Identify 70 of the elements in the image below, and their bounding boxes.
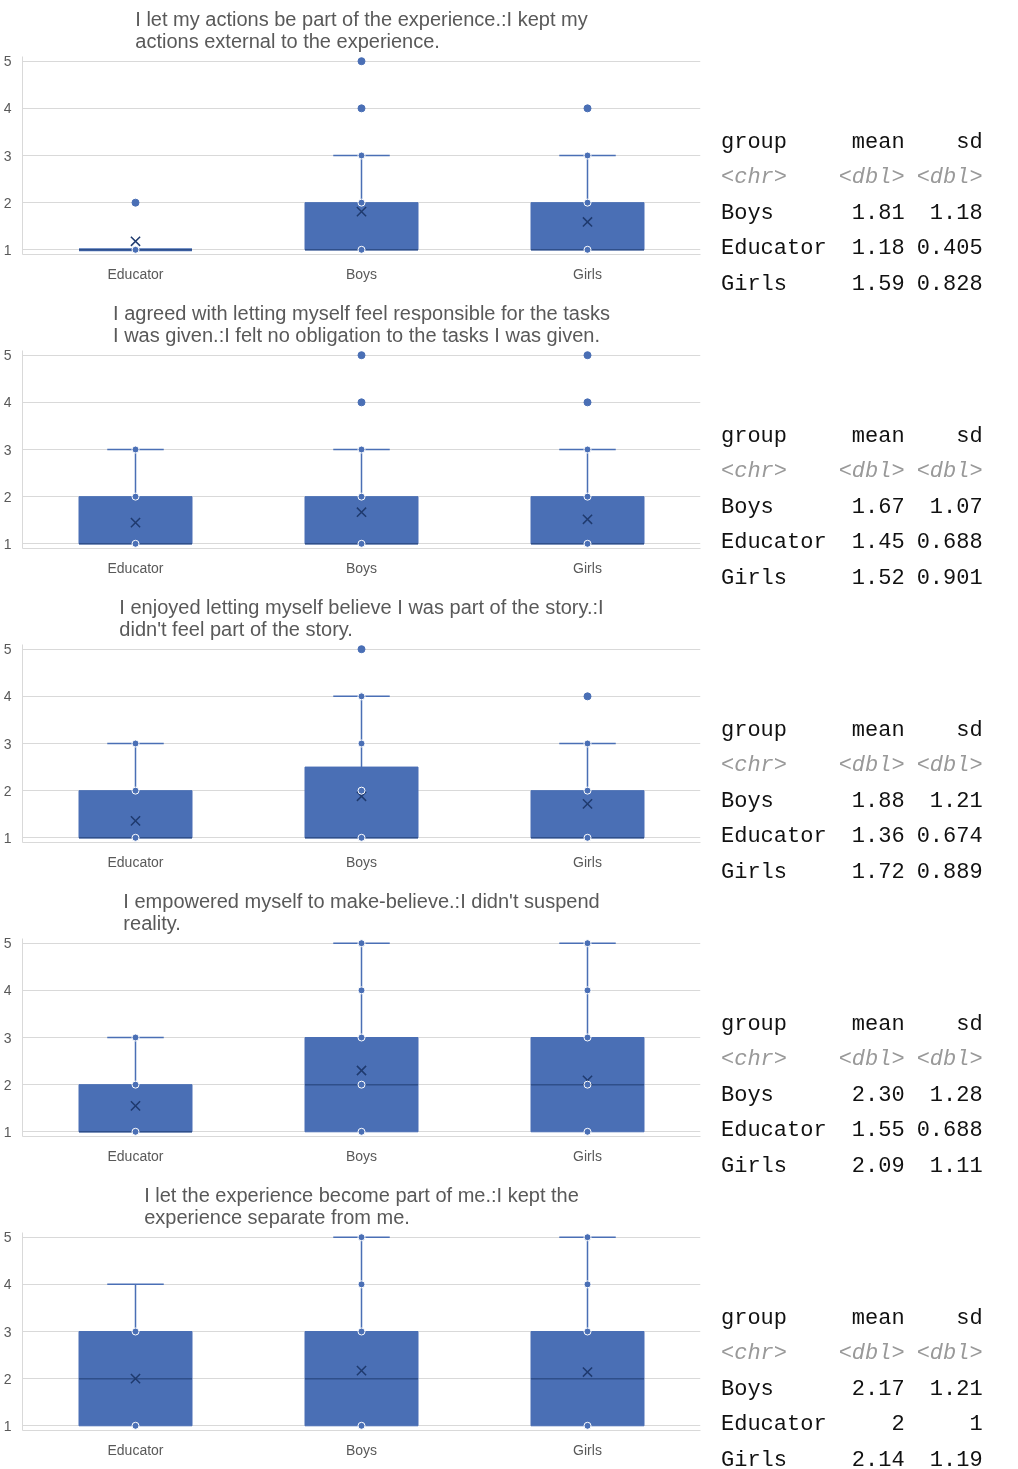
y-tick-label: 5 bbox=[3, 935, 12, 952]
y-tick-label: 3 bbox=[3, 147, 12, 164]
y-tick-label: 2 bbox=[3, 1076, 12, 1093]
text: <chr> <dbl> <dbl> bbox=[721, 753, 983, 779]
text: Girls 2.09 1.11 bbox=[721, 1153, 983, 1179]
text: group mean sd bbox=[721, 1306, 983, 1331]
text: Boys 2.30 1.28 bbox=[721, 1082, 983, 1108]
x-tick-label: Educator bbox=[107, 853, 164, 870]
y-tick-label: 4 bbox=[3, 100, 12, 117]
text: Girls 2.14 1.19 bbox=[721, 1447, 983, 1469]
x-tick-label: Girls bbox=[573, 853, 602, 870]
x-tick-label: Boys bbox=[345, 559, 378, 576]
y-tick-label: 2 bbox=[3, 1370, 12, 1387]
text: group mean sd bbox=[721, 130, 983, 155]
y-tick-label: 5 bbox=[3, 53, 12, 70]
y-tick-label: 1 bbox=[3, 535, 12, 552]
text: Boys 1.88 1.21 bbox=[721, 788, 983, 814]
text: Educator 1.45 0.688 bbox=[720, 529, 984, 558]
text: Educator 1.36 0.674 bbox=[720, 823, 984, 852]
x-tick-label: Girls bbox=[573, 1441, 602, 1458]
text: Girls 1.72 0.889 bbox=[721, 859, 983, 885]
text: <chr> <dbl> <dbl> bbox=[721, 165, 983, 191]
y-tick-label: 4 bbox=[3, 1276, 12, 1293]
y-tick-label: 3 bbox=[3, 735, 12, 752]
text: group mean sd bbox=[721, 424, 983, 449]
y-tick-label: 2 bbox=[3, 194, 12, 211]
y-tick-label: 4 bbox=[3, 982, 12, 999]
y-tick-label: 3 bbox=[3, 1323, 12, 1340]
x-tick-label: Educator bbox=[107, 265, 164, 282]
text: Educator 1.55 0.688 bbox=[720, 1117, 984, 1146]
text: Girls 1.59 0.828 bbox=[721, 271, 983, 297]
y-tick-label: 1 bbox=[3, 829, 12, 846]
text: Educator 1.18 0.405 bbox=[720, 235, 984, 264]
y-tick-label: 3 bbox=[3, 441, 12, 458]
y-tick-label: 1 bbox=[3, 1123, 12, 1140]
x-tick-label: Girls bbox=[573, 1147, 602, 1164]
text: <chr> <dbl> <dbl> bbox=[721, 1047, 983, 1073]
text: Girls 1.52 0.901 bbox=[721, 565, 983, 591]
y-tick-label: 5 bbox=[3, 347, 12, 364]
y-tick-label: 1 bbox=[3, 241, 12, 258]
y-tick-label: 3 bbox=[3, 1029, 12, 1046]
y-tick-label: 2 bbox=[3, 488, 12, 505]
text: Educator 2 1 bbox=[721, 1412, 983, 1438]
x-tick-label: Girls bbox=[573, 265, 602, 282]
y-tick-label: 2 bbox=[3, 782, 12, 799]
chart-title: I enjoyed letting myself believe I was part of the story.:I didn't feel part of the story. bbox=[119, 595, 604, 640]
x-tick-label: Educator bbox=[107, 1147, 164, 1164]
text: <chr> <dbl> <dbl> bbox=[721, 459, 983, 485]
x-tick-label: Boys bbox=[345, 1147, 378, 1164]
chart-title: I empowered myself to make-believe.:I didn't suspend reality. bbox=[123, 889, 600, 934]
x-tick-label: Boys bbox=[345, 265, 378, 282]
text: <chr> <dbl> <dbl> bbox=[721, 1341, 983, 1367]
text: group mean sd bbox=[721, 718, 983, 743]
text: group mean sd bbox=[721, 1012, 983, 1037]
y-tick-label: 4 bbox=[3, 394, 12, 411]
x-tick-label: Educator bbox=[107, 1441, 164, 1458]
y-tick-label: 4 bbox=[3, 688, 12, 705]
chart-title: I agreed with letting myself feel responsible for the tasks I was given.:I felt no obligation to the tasks I was given. bbox=[113, 301, 610, 346]
x-tick-label: Girls bbox=[573, 559, 602, 576]
text: Boys 1.81 1.18 bbox=[721, 200, 983, 226]
chart-title: I let the experience become part of me.:I kept the experience separate from me. bbox=[144, 1183, 579, 1228]
y-tick-label: 5 bbox=[3, 1229, 12, 1246]
y-tick-label: 1 bbox=[3, 1417, 12, 1434]
x-tick-label: Boys bbox=[345, 853, 378, 870]
text: Boys 2.17 1.21 bbox=[721, 1376, 983, 1402]
x-tick-label: Educator bbox=[107, 559, 164, 576]
text: Boys 1.67 1.07 bbox=[721, 494, 983, 520]
y-tick-label: 5 bbox=[3, 641, 12, 658]
x-tick-label: Boys bbox=[345, 1441, 378, 1458]
chart-title: I let my actions be part of the experience.:I kept my actions external to the experience. bbox=[135, 7, 588, 52]
